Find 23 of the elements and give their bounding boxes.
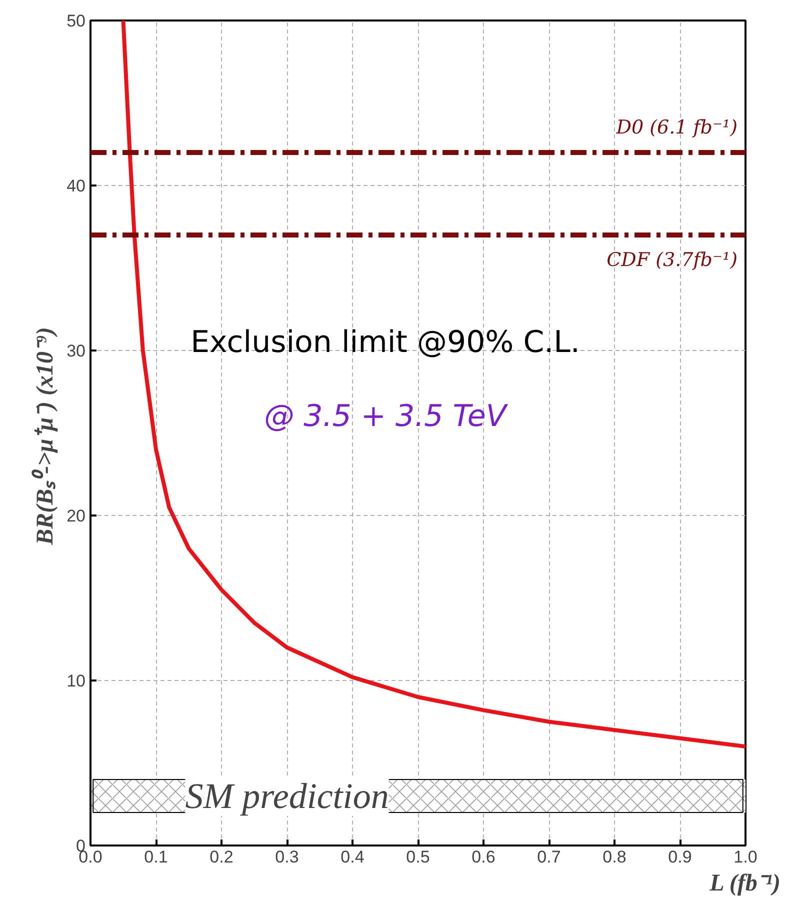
x-tick-label: 0.6 — [472, 848, 496, 866]
x-tick-label: 0.8 — [602, 848, 626, 866]
band-label: SM prediction — [185, 776, 389, 816]
ref-line-label: CDF (3.7fb⁻¹) — [606, 249, 738, 271]
x-tick-label: 1.0 — [734, 848, 758, 866]
line-series — [121, 20, 746, 748]
y-tick-label: 30 — [66, 342, 86, 360]
y-tick-label: 40 — [66, 176, 86, 196]
x-axis-title: L (fb⁻¹) — [708, 870, 781, 896]
annotation: Exclusion limit @90% C.L. — [190, 324, 580, 360]
y-tick-label: 50 — [66, 12, 86, 30]
y-tick-label: 20 — [66, 506, 86, 526]
y-axis-title: BR(Bₛ⁰->μ⁺μ⁻) (x10⁻⁹) — [32, 327, 59, 546]
x-tick-label: 0.5 — [406, 848, 430, 866]
x-tick-label: 0.9 — [668, 848, 692, 866]
x-tick-label: 0.4 — [340, 848, 364, 866]
x-tick-label: 0.1 — [144, 848, 168, 866]
ref-line-label: D0 (6.1 fb⁻¹) — [615, 116, 738, 138]
x-tick-label: 0.3 — [275, 848, 299, 866]
x-tick-label: 0.7 — [537, 848, 561, 866]
y-tick-label: 10 — [66, 672, 86, 690]
annotation: @ 3.5 + 3.5 TeV — [264, 399, 509, 434]
x-tick-label: 0.2 — [210, 848, 234, 866]
